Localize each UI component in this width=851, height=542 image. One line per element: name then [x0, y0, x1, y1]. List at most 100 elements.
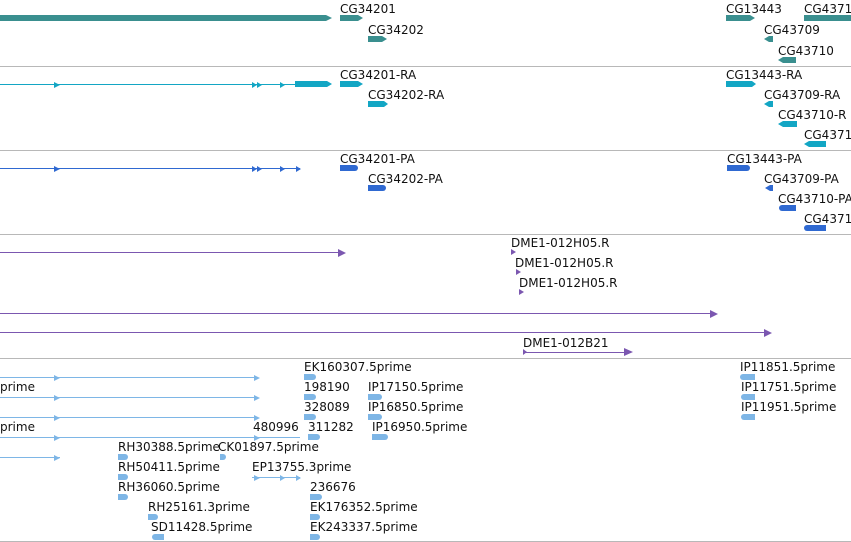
transcript-cg43709-ra[interactable]	[769, 101, 773, 107]
exon[interactable]	[295, 81, 327, 87]
gene-cg13443[interactable]	[726, 15, 750, 21]
gene-cg43710[interactable]	[783, 57, 796, 63]
transcript-cg13443-ra[interactable]	[726, 81, 752, 87]
protein-cg13443-pa[interactable]	[727, 165, 750, 171]
protein-cg43710-pa[interactable]	[779, 205, 796, 211]
est-label[interactable]: 198190	[304, 380, 350, 394]
clone-track: DME1-012H05.R DME1-012H05.R DME1-012H05.…	[0, 235, 851, 358]
gene-label-cg34201[interactable]: CG34201	[340, 2, 396, 16]
est-feature[interactable]	[741, 394, 755, 400]
transcript-cg4371[interactable]	[809, 141, 826, 147]
transcript-label[interactable]: CG13443-RA	[726, 68, 803, 82]
gene-cg34202[interactable]	[368, 36, 382, 42]
clone-arrow[interactable]	[516, 269, 521, 275]
est-feature[interactable]	[304, 374, 316, 380]
protein-cg34202-pa[interactable]	[368, 185, 386, 191]
est-label[interactable]: 236676	[310, 480, 356, 494]
gene-bar-long[interactable]	[0, 15, 326, 21]
est-feature[interactable]	[304, 394, 316, 400]
gene-label-cg43709[interactable]: CG43709	[764, 23, 820, 37]
est-label[interactable]: SD11428.5prime	[151, 520, 253, 534]
est-label[interactable]: 480996	[253, 420, 299, 434]
gene-cg43709[interactable]	[769, 36, 773, 42]
track-separator	[0, 150, 851, 151]
est-label[interactable]: prime	[0, 380, 35, 394]
est-label[interactable]: RH25161.3prime	[148, 500, 250, 514]
est-label[interactable]: IP17150.5prime	[368, 380, 464, 394]
protein-label[interactable]: CG34202-PA	[368, 172, 443, 186]
est-label[interactable]: 311282	[308, 420, 354, 434]
est-label[interactable]: RH30388.5prime	[118, 440, 220, 454]
strand-arrow	[384, 101, 388, 107]
est-label[interactable]: IP16850.5prime	[368, 400, 464, 414]
est-feature[interactable]	[220, 454, 226, 460]
gene-label-cg13443[interactable]: CG13443	[726, 2, 782, 16]
transcript-label[interactable]: CG43709-RA	[764, 88, 841, 102]
transcript-cg34202-ra[interactable]	[368, 101, 384, 107]
est-label[interactable]: IP11851.5prime	[740, 360, 836, 374]
est-label[interactable]: RH50411.5prime	[118, 460, 220, 474]
est-feature[interactable]	[372, 434, 388, 440]
clone-label[interactable]: DME1-012H05.R	[515, 256, 614, 270]
est-label[interactable]: IP11751.5prime	[741, 380, 837, 394]
est-feature[interactable]	[310, 494, 322, 500]
protein-label[interactable]: CG34201-PA	[340, 152, 415, 166]
gene-label-cg34202[interactable]: CG34202	[368, 23, 424, 37]
est-label[interactable]: EP13755.3prime	[252, 460, 352, 474]
est-feature[interactable]	[310, 534, 320, 540]
est-feature[interactable]	[310, 514, 320, 520]
clone-arrow[interactable]	[519, 289, 524, 295]
est-feature[interactable]	[740, 374, 755, 380]
est-label[interactable]: CK01897.5prime	[218, 440, 319, 454]
transcript-cg34201-ra[interactable]	[340, 81, 358, 87]
est-feature[interactable]	[152, 534, 164, 540]
est-arrow	[54, 455, 60, 461]
transcript-label[interactable]: CG4371	[804, 128, 851, 142]
est-arrow	[54, 415, 60, 421]
est-feature[interactable]	[148, 514, 158, 520]
est-label[interactable]: EK160307.5prime	[304, 360, 412, 374]
strand-arrow	[54, 82, 60, 88]
transcript-label[interactable]: CG34201-RA	[340, 68, 417, 82]
protein-label[interactable]: CG43710-PA	[778, 192, 851, 206]
est-arrow	[254, 395, 260, 401]
est-feature[interactable]	[308, 434, 320, 440]
gene-label-cg4371[interactable]: CG4371	[804, 2, 851, 16]
clone-label[interactable]: DME1-012H05.R	[511, 236, 610, 250]
est-arrow	[254, 435, 260, 441]
protein-label[interactable]: CG4371	[804, 212, 851, 226]
gene-cg34201[interactable]	[340, 15, 358, 21]
transcript-label[interactable]: CG43710-R	[778, 108, 847, 122]
strand-arrow	[296, 166, 301, 172]
est-feature[interactable]	[741, 414, 755, 420]
clone-label[interactable]: DME1-012B21	[523, 336, 609, 350]
est-feature[interactable]	[118, 474, 128, 480]
est-label[interactable]: prime	[0, 420, 35, 434]
transcript-label[interactable]: CG34202-RA	[368, 88, 445, 102]
est-feature[interactable]	[368, 394, 382, 400]
protein-cg34201-pa[interactable]	[340, 165, 358, 171]
est-label[interactable]: EK243337.5prime	[310, 520, 418, 534]
protein-cg43709-pa[interactable]	[770, 185, 773, 191]
est-label[interactable]: IP16950.5prime	[372, 420, 468, 434]
gene-cg4371[interactable]	[804, 15, 851, 21]
track-separator	[0, 234, 851, 235]
est-feature[interactable]	[118, 494, 128, 500]
protein-label[interactable]: CG13443-PA	[727, 152, 802, 166]
clone-line[interactable]	[523, 352, 627, 353]
clone-arrow[interactable]	[511, 249, 516, 255]
clone-label[interactable]: DME1-012H05.R	[519, 276, 618, 290]
est-label[interactable]: RH36060.5prime	[118, 480, 220, 494]
protein-label[interactable]: CG43709-PA	[764, 172, 839, 186]
transcript-cg43710-ra[interactable]	[783, 121, 797, 127]
gene-arrow	[326, 15, 332, 21]
est-label[interactable]: EK176352.5prime	[310, 500, 418, 514]
est-feature[interactable]	[118, 454, 128, 460]
est-label[interactable]: 328089	[304, 400, 350, 414]
est-feature[interactable]	[304, 414, 316, 420]
est-feature[interactable]	[368, 414, 382, 420]
est-label[interactable]: IP11951.5prime	[741, 400, 837, 414]
gene-label-cg43710[interactable]: CG43710	[778, 44, 834, 58]
clone-line	[0, 252, 340, 253]
protein-cg4371[interactable]	[804, 225, 826, 231]
